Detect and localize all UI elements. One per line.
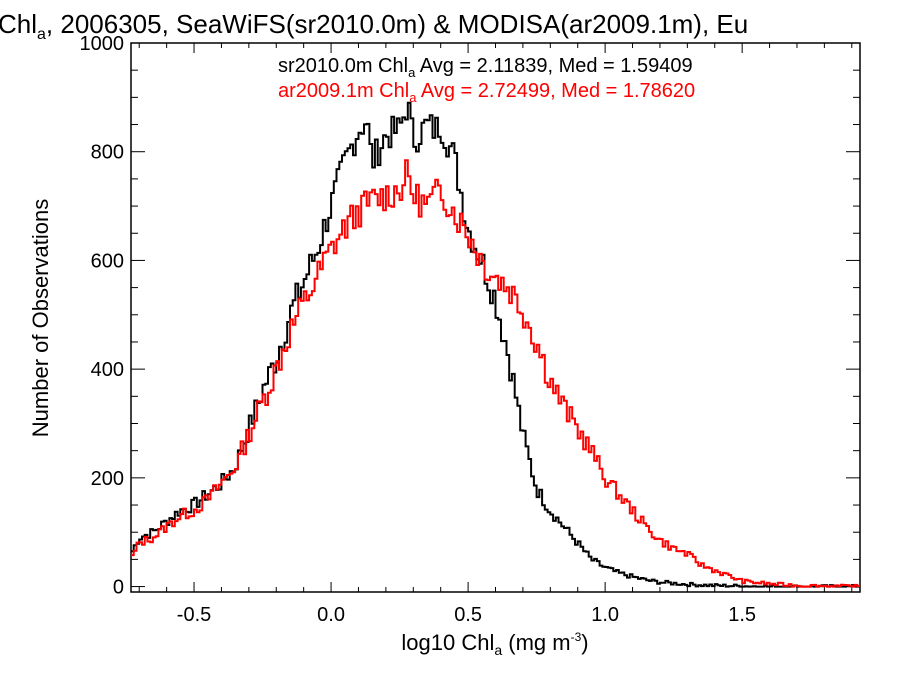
x-tick-label: 0.0 xyxy=(317,604,345,626)
y-axis-label: Number of Observations xyxy=(28,199,53,437)
x-tick-label: 1.0 xyxy=(591,604,619,626)
stat-label-ar2009: ar2009.1m Chla Avg = 2.72499, Med = 1.78… xyxy=(278,80,695,105)
y-tick-label: 400 xyxy=(91,359,124,381)
y-tick-label: 800 xyxy=(91,142,124,164)
title-prefix: Chl xyxy=(0,9,37,39)
title-rest: , 2006305, SeaWiFS(sr2010.0m) & MODISA(a… xyxy=(46,9,748,39)
title-subscript: a xyxy=(37,26,46,43)
x-tick-label: 0.5 xyxy=(454,604,482,626)
y-tick-label: 200 xyxy=(91,468,124,490)
chart-title: Chla, 2006305, SeaWiFS(sr2010.0m) & MODI… xyxy=(0,9,748,43)
x-tick-label: 1.5 xyxy=(728,604,756,626)
series-group xyxy=(131,101,860,588)
series-line-sr2010.0m xyxy=(131,101,860,588)
y-tick-label: 0 xyxy=(113,577,124,599)
x-tick-label: -0.5 xyxy=(177,604,211,626)
x-axis-label: log10 Chla (mg m-3) xyxy=(401,630,588,658)
axis-ticks: -0.5 0.0 0.5 1.0 1.5 0 200 400 600 800 1000 xyxy=(80,33,860,626)
y-tick-label: 1000 xyxy=(80,33,125,55)
series-line-ar2009.1m xyxy=(131,159,860,588)
y-tick-label: 600 xyxy=(91,250,124,272)
stat-label-sr2010: sr2010.0m Chla Avg = 2.11839, Med = 1.59… xyxy=(278,55,693,80)
